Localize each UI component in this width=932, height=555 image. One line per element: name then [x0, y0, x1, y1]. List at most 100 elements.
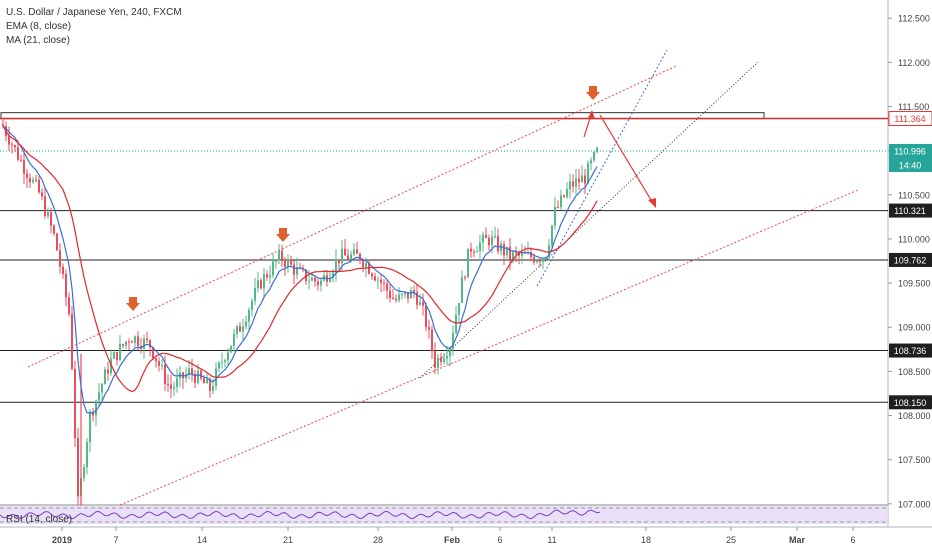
candle-body — [308, 280, 310, 282]
price-label-box — [889, 343, 932, 358]
candle-body — [356, 249, 358, 254]
candle-body — [98, 392, 100, 401]
candle-body — [86, 442, 88, 468]
x-tick-label: Mar — [789, 535, 806, 545]
candle-body — [362, 260, 364, 268]
candle-body — [515, 252, 517, 254]
candle-body — [203, 378, 205, 384]
trendline-blue — [536, 49, 668, 287]
candle-body — [380, 279, 382, 283]
chart-legend: U.S. Dollar / Japanese Yen, 240, FXCM EM… — [6, 6, 182, 48]
candle-body — [251, 300, 253, 310]
down-arrow-marker-stem — [279, 228, 287, 234]
candle-body — [455, 314, 457, 334]
candle-body — [416, 292, 418, 305]
x-tick-label: 18 — [641, 535, 651, 545]
candle-body — [383, 282, 385, 284]
candle-body — [242, 326, 244, 332]
x-tick-label: Feb — [444, 535, 461, 545]
candle-body — [101, 384, 103, 393]
candle-body — [227, 352, 229, 361]
y-tick-label: 109.000 — [898, 323, 931, 333]
candle-body — [581, 175, 583, 183]
candle-body — [359, 253, 361, 261]
x-tick-label: 7 — [113, 535, 118, 545]
candle-body — [467, 248, 469, 278]
candle-body — [209, 379, 211, 391]
down-arrow-marker-stem — [589, 86, 597, 92]
candle-body — [287, 259, 289, 267]
candle-body — [434, 350, 436, 368]
candle-body — [491, 236, 493, 246]
x-tick-label: 25 — [726, 535, 736, 545]
candle-body — [437, 357, 439, 368]
candle-body — [68, 297, 70, 314]
down-arrow-marker — [276, 234, 290, 242]
price-label-box — [889, 157, 932, 172]
candle-body — [404, 292, 406, 295]
candle-body — [401, 294, 403, 296]
y-tick-label: 112.500 — [898, 14, 930, 24]
candle-body — [44, 196, 46, 217]
candle-body — [482, 234, 484, 243]
candle-body — [191, 368, 193, 375]
candle-body — [563, 195, 565, 197]
projection-up-arrowhead — [588, 110, 595, 119]
candle-body — [509, 246, 511, 260]
candle-body — [386, 283, 388, 291]
candle-body — [17, 147, 19, 160]
candle-body — [338, 259, 340, 264]
candle-body — [11, 144, 13, 146]
symbol-title: U.S. Dollar / Japanese Yen, 240, FXCM — [6, 7, 182, 18]
candle-body — [479, 242, 481, 252]
candle-body — [125, 341, 127, 346]
candle-body — [539, 260, 541, 262]
candle-body — [554, 207, 556, 226]
candle-body — [431, 329, 433, 351]
candle-body — [260, 280, 262, 289]
candle-body — [239, 326, 241, 332]
price-label-text: 14:40 — [899, 160, 922, 170]
price-label-text: 110.996 — [894, 146, 926, 156]
y-tick-label: 111.500 — [898, 102, 929, 112]
candle-body — [194, 374, 196, 383]
candle-body — [419, 301, 421, 305]
candle-body — [65, 274, 67, 298]
candle-body — [533, 257, 535, 263]
candle-body — [173, 386, 175, 389]
candle-body — [122, 344, 124, 346]
down-arrow-marker — [586, 92, 600, 100]
ema-line — [2, 125, 598, 414]
candle-body — [329, 277, 331, 282]
candle-body — [488, 238, 490, 246]
candle-body — [134, 336, 136, 343]
candle-body — [425, 305, 427, 328]
candle-body — [77, 437, 79, 497]
candle-body — [281, 250, 283, 261]
candle-body — [536, 260, 538, 263]
candle-body — [50, 212, 52, 226]
price-label-text: 108.150 — [894, 398, 927, 408]
candle-body — [266, 274, 268, 278]
candle-body — [407, 292, 409, 299]
candle-body — [311, 277, 313, 281]
candle-body — [566, 189, 568, 197]
candle-body — [263, 274, 265, 289]
rsi-line — [0, 509, 601, 520]
candle-body — [305, 269, 307, 281]
candle-body — [221, 362, 223, 364]
y-tick-label: 107.000 — [898, 499, 931, 509]
candle-body — [413, 290, 415, 293]
candle-body — [593, 152, 595, 161]
candle-body — [257, 280, 259, 288]
candle-body — [368, 263, 370, 274]
candle-body — [473, 251, 475, 253]
candle-body — [542, 259, 544, 262]
candle-body — [71, 313, 73, 369]
candle-body — [485, 234, 487, 239]
candle-body — [548, 245, 550, 258]
candle-body — [293, 264, 295, 275]
candle-body — [152, 347, 154, 359]
candle-body — [35, 179, 37, 181]
